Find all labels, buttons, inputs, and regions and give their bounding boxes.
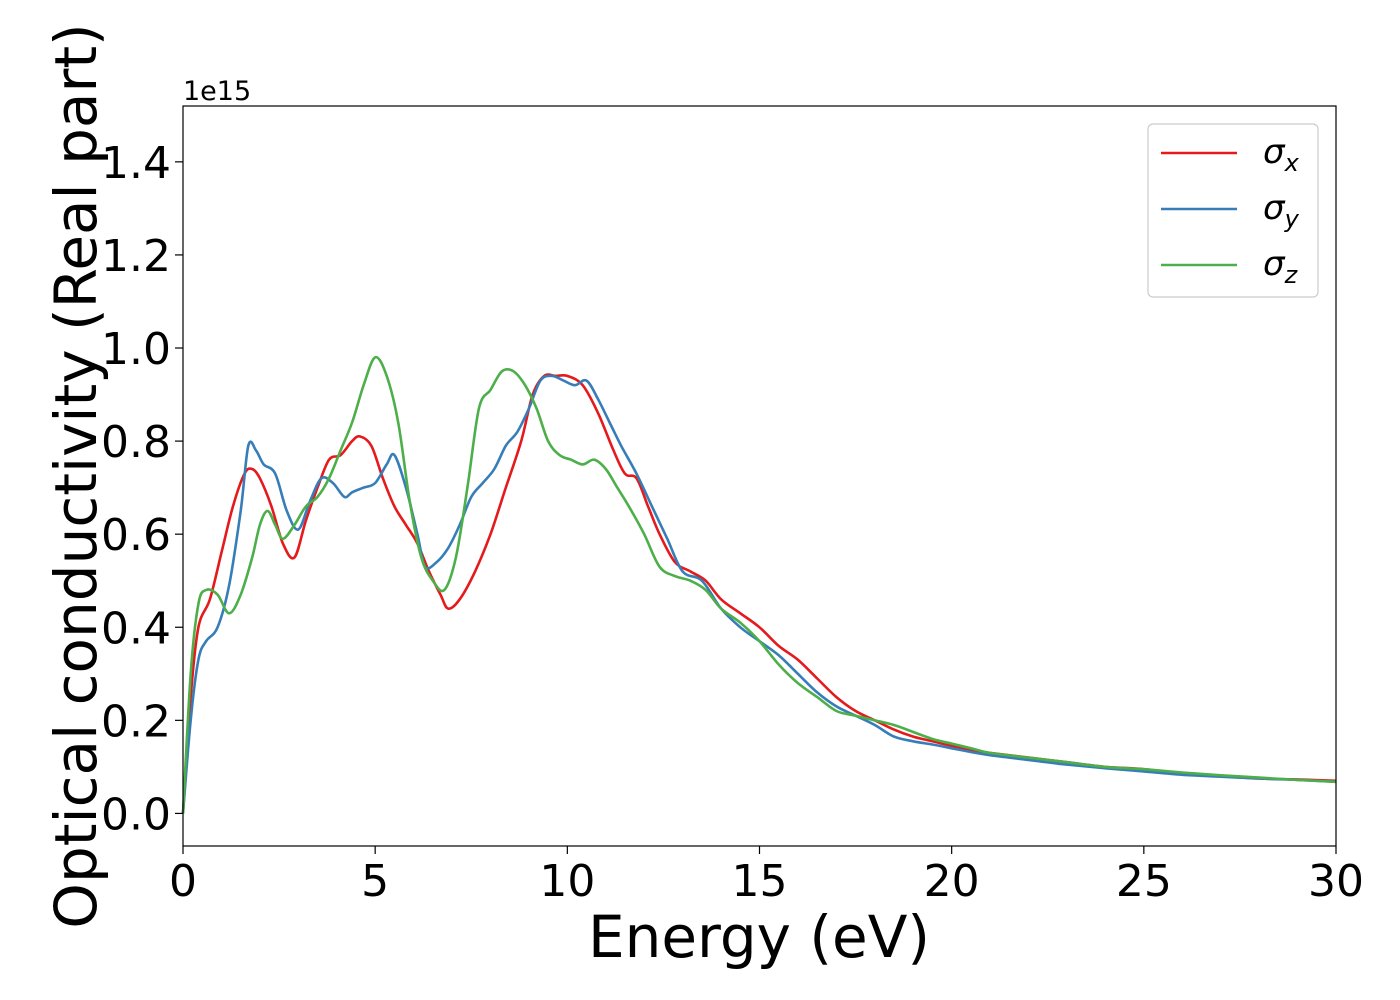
x-axis-ticks: 0 5 10 15 20 25 30 [169, 846, 1364, 907]
y-tick-label: 0.4 [101, 603, 171, 654]
x-tick-label: 10 [539, 856, 595, 907]
x-axis-title: Energy (eV) [588, 903, 930, 971]
y-tick-label: 0.8 [101, 417, 171, 468]
x-tick-label: 25 [1116, 856, 1172, 907]
y-tick-label: 0.2 [101, 696, 171, 747]
legend-label-y: σy [1263, 188, 1300, 233]
y-tick-label: 0.6 [101, 510, 171, 561]
y-tick-label: 1.0 [101, 324, 171, 375]
y-axis-offset-label: 1e15 [183, 76, 251, 107]
y-tick-label: 0.0 [101, 789, 171, 840]
legend-label-z: σz [1263, 244, 1299, 289]
legend-label-x: σx [1263, 132, 1300, 177]
y-axis-title: Optical conductivity (Real part) [42, 23, 110, 928]
y-tick-label: 1.4 [101, 138, 171, 189]
x-tick-label: 5 [361, 856, 389, 907]
x-tick-label: 15 [732, 856, 788, 907]
series-line-x [181, 373, 1337, 814]
legend: σx σy σz [1147, 123, 1319, 298]
x-tick-label: 20 [924, 856, 980, 907]
x-tick-label: 30 [1308, 856, 1364, 907]
legend-box [1147, 123, 1319, 298]
series-line-y [181, 374, 1337, 814]
series-line-z [181, 355, 1337, 814]
y-tick-label: 1.2 [101, 231, 171, 282]
series-layer [181, 355, 1337, 814]
y-axis-ticks: 0.0 0.2 0.4 0.6 0.8 1.0 1.2 1.4 [101, 138, 183, 840]
x-tick-label: 0 [169, 856, 197, 907]
